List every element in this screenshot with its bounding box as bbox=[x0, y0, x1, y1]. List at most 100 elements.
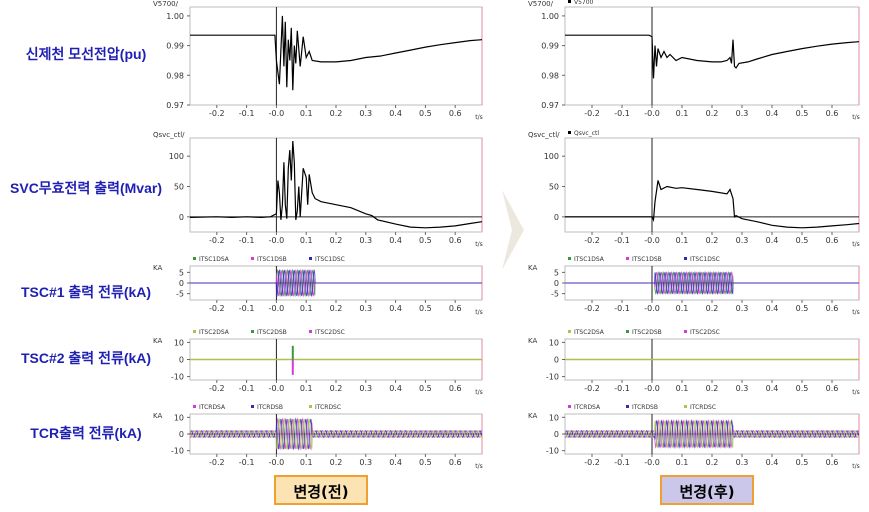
legend-marker bbox=[626, 405, 629, 408]
y-axis-label: KA bbox=[153, 337, 162, 345]
legend-label: ITSC1DSC bbox=[315, 256, 345, 263]
legend-label: ITSC1DSA bbox=[199, 256, 230, 263]
legend-label: ITCRDSB bbox=[632, 404, 658, 411]
x-tick-label: 0.3 bbox=[359, 384, 372, 393]
x-axis-unit: t/s bbox=[475, 309, 483, 316]
x-tick-label: -0.2 bbox=[209, 109, 225, 118]
series-line bbox=[190, 15, 483, 91]
x-tick-label: 0.2 bbox=[706, 458, 719, 467]
x-tick-label: -0.1 bbox=[239, 109, 255, 118]
y-tick-label: 50 bbox=[174, 183, 184, 192]
x-tick-label: 0.1 bbox=[300, 458, 313, 467]
x-tick-label: -0.1 bbox=[239, 236, 255, 245]
legend-label: ITCRDSA bbox=[574, 404, 601, 411]
x-tick-label: -0.1 bbox=[614, 236, 630, 245]
x-tick-label: 0.6 bbox=[826, 236, 839, 245]
caption-after: 변경(후) bbox=[660, 475, 754, 505]
y-axis-label: Qsvc_ctl/ bbox=[528, 131, 560, 139]
y-axis-label: KA bbox=[528, 337, 537, 345]
x-tick-label: -0.1 bbox=[614, 384, 630, 393]
legend-label: ITSC2DSB bbox=[257, 329, 287, 336]
legend-label: ITCRDSC bbox=[315, 404, 341, 411]
x-tick-label: -0.2 bbox=[209, 458, 225, 467]
x-tick-label: 0.3 bbox=[359, 236, 372, 245]
legend-label: V5700 bbox=[574, 0, 594, 6]
row-label-tcr: TCR출력 전류(kA) bbox=[30, 425, 142, 441]
x-tick-label: -0.2 bbox=[584, 458, 600, 467]
legend-marker bbox=[626, 257, 629, 260]
x-tick-label: -0.2 bbox=[584, 109, 600, 118]
y-tick-label: 0 bbox=[554, 213, 559, 222]
legend-marker bbox=[568, 0, 571, 3]
x-tick-label: -0.2 bbox=[209, 304, 225, 313]
y-tick-label: -10 bbox=[171, 447, 184, 456]
x-tick-label: 0.5 bbox=[419, 304, 432, 313]
legend-marker bbox=[193, 257, 196, 260]
x-axis-unit: t/s bbox=[852, 463, 860, 470]
x-tick-label: -0.0 bbox=[644, 236, 660, 245]
y-axis-label: Qsvc_ctl/ bbox=[153, 131, 185, 139]
x-tick-label: 0.3 bbox=[359, 304, 372, 313]
chart-voltage_after: V5700/1.00 0.99 0.98 0.97 -0.2 -0.1 -0.0 0.1 0.2… bbox=[528, 0, 860, 121]
x-axis-unit: t/s bbox=[475, 241, 483, 248]
x-tick-label: -0.0 bbox=[644, 304, 660, 313]
chart-tsc1_before: KA 5 0 -5 -0.2 -0.1 -0.0 0.1 0.2 0.3 0.4 0.5 0.6 t/s I… bbox=[153, 256, 483, 316]
x-tick-label: 0.2 bbox=[330, 458, 343, 467]
y-tick-label: 10 bbox=[174, 338, 184, 347]
x-tick-label: -0.2 bbox=[584, 236, 600, 245]
x-tick-label: 0.5 bbox=[419, 236, 432, 245]
chart-tcr_before: KA 10 0 -10 -0.2 -0.1 -0.0 0.1 0.2 0.3 0.4 0.5 0.6 t/… bbox=[153, 404, 483, 470]
x-tick-label: 0.2 bbox=[330, 236, 343, 245]
y-tick-label: 0 bbox=[179, 430, 184, 439]
legend-marker bbox=[309, 330, 312, 333]
x-tick-label: -0.0 bbox=[644, 384, 660, 393]
x-tick-label: -0.1 bbox=[239, 458, 255, 467]
x-tick-label: -0.0 bbox=[644, 458, 660, 467]
legend-marker bbox=[193, 405, 196, 408]
row-label-tsc2: TSC#2 출력 전류(kA) bbox=[20, 350, 152, 366]
row-label-svc: SVC무효전력 출력(Mvar) bbox=[10, 180, 162, 196]
x-tick-label: 0.6 bbox=[449, 458, 462, 467]
x-tick-label: 0.2 bbox=[330, 109, 343, 118]
x-tick-label: -0.1 bbox=[239, 384, 255, 393]
x-axis-unit: t/s bbox=[475, 389, 483, 396]
legend-label: ITSC2DSA bbox=[574, 329, 605, 336]
caption-before: 변경(전) bbox=[274, 475, 368, 505]
chart-tcr_after: KA 10 0 -10 -0.2 -0.1 -0.0 0.1 0.2 0.3 0.4 0.5 0.6 t/… bbox=[528, 404, 860, 470]
x-tick-label: 0.5 bbox=[796, 384, 809, 393]
chart-tsc2_before: KA 10 0 -10 -0.2 -0.1 -0.0 0.1 0.2 0.3 0.4 0.5 0.6 t/… bbox=[153, 329, 483, 396]
y-axis-label: KA bbox=[528, 412, 537, 420]
x-tick-label: 0.1 bbox=[300, 384, 313, 393]
x-tick-label: 0.5 bbox=[796, 236, 809, 245]
x-tick-label: 0.6 bbox=[449, 109, 462, 118]
legend-marker bbox=[568, 330, 571, 333]
x-tick-label: -0.0 bbox=[269, 304, 285, 313]
legend-marker bbox=[568, 257, 571, 260]
x-tick-label: 0.3 bbox=[736, 458, 749, 467]
x-tick-label: 0.6 bbox=[449, 304, 462, 313]
y-tick-label: 0 bbox=[554, 279, 559, 288]
x-tick-label: -0.0 bbox=[644, 109, 660, 118]
y-tick-label: -10 bbox=[546, 447, 559, 456]
y-tick-label: 0 bbox=[554, 430, 559, 439]
legend-marker bbox=[568, 131, 571, 134]
x-tick-label: 0.2 bbox=[706, 304, 719, 313]
chart-tsc1_after: KA 5 0 -5 -0.2 -0.1 -0.0 0.1 0.2 0.3 0.4 0.5 0.6 t/s I… bbox=[528, 256, 860, 316]
y-tick-label: 10 bbox=[174, 413, 184, 422]
x-tick-label: 0.3 bbox=[736, 304, 749, 313]
x-tick-label: 0.5 bbox=[419, 109, 432, 118]
y-tick-label: -10 bbox=[171, 373, 184, 382]
x-tick-label: 0.1 bbox=[676, 384, 689, 393]
legend-marker bbox=[626, 330, 629, 333]
y-tick-label: 10 bbox=[549, 413, 559, 422]
legend-label: ITCRDSC bbox=[690, 404, 716, 411]
y-tick-label: 0 bbox=[179, 213, 184, 222]
legend-label: ITSC2DSC bbox=[315, 329, 345, 336]
x-tick-label: 0.4 bbox=[389, 458, 402, 467]
x-tick-label: 0.4 bbox=[389, 236, 402, 245]
legend-label: ITSC1DSA bbox=[574, 256, 605, 263]
row-label-tsc1: TSC#1 출력 전류(kA) bbox=[20, 284, 152, 300]
x-tick-label: 0.4 bbox=[766, 236, 779, 245]
x-tick-label: 0.3 bbox=[736, 109, 749, 118]
x-tick-label: 0.2 bbox=[330, 384, 343, 393]
